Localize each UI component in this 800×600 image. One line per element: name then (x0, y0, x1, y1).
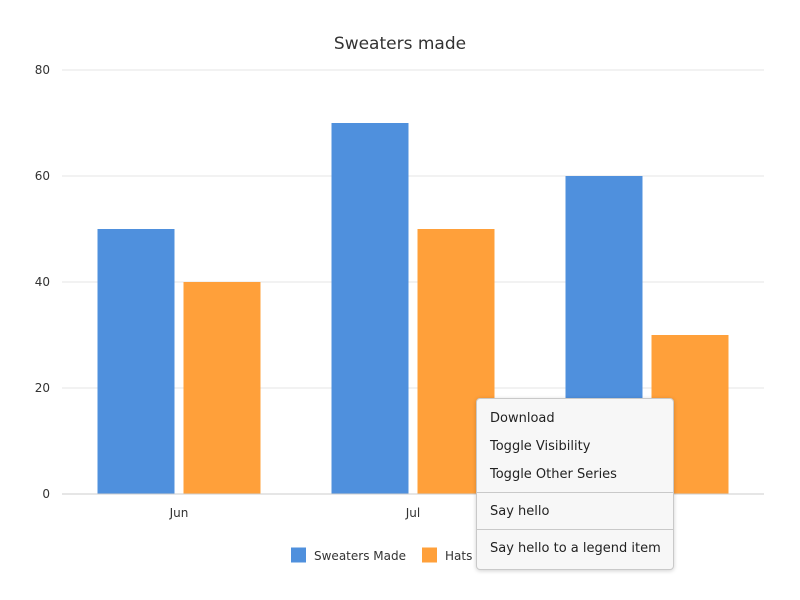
bar-sweaters-made-jun[interactable] (97, 229, 175, 494)
legend-swatch (291, 547, 306, 563)
y-tick-label: 40 (35, 275, 50, 289)
menu-item-toggle-visibility[interactable]: Toggle Visibility (490, 439, 591, 454)
menu-divider (477, 529, 673, 530)
bars-layer (97, 123, 729, 494)
menu-divider (477, 492, 673, 493)
y-tick-label: 80 (35, 63, 50, 77)
menu-item-say-hello[interactable]: Say hello (490, 504, 550, 519)
legend-swatch (422, 547, 437, 563)
y-tick-label: 0 (42, 487, 50, 501)
legend-label: Sweaters Made (314, 549, 406, 563)
menu-item-say-hello-legend[interactable]: Say hello to a legend item (490, 541, 661, 556)
x-tick-label: Jun (169, 506, 189, 520)
legend-item-sweaters-made[interactable]: Sweaters Made (291, 547, 406, 564)
grid-layer (62, 69, 764, 389)
bar-sweaters-made-jul[interactable] (331, 123, 409, 494)
x-tick-label: Jul (405, 506, 420, 520)
bar-hats-made-jun[interactable] (183, 282, 261, 494)
context-menu: Download Toggle Visibility Toggle Other … (476, 398, 674, 570)
y-tick-label: 20 (35, 381, 50, 395)
y-tick-label: 60 (35, 169, 50, 183)
chart-title: Sweaters made (334, 34, 466, 54)
menu-item-download[interactable]: Download (490, 411, 555, 426)
menu-item-toggle-other-series[interactable]: Toggle Other Series (490, 467, 617, 482)
